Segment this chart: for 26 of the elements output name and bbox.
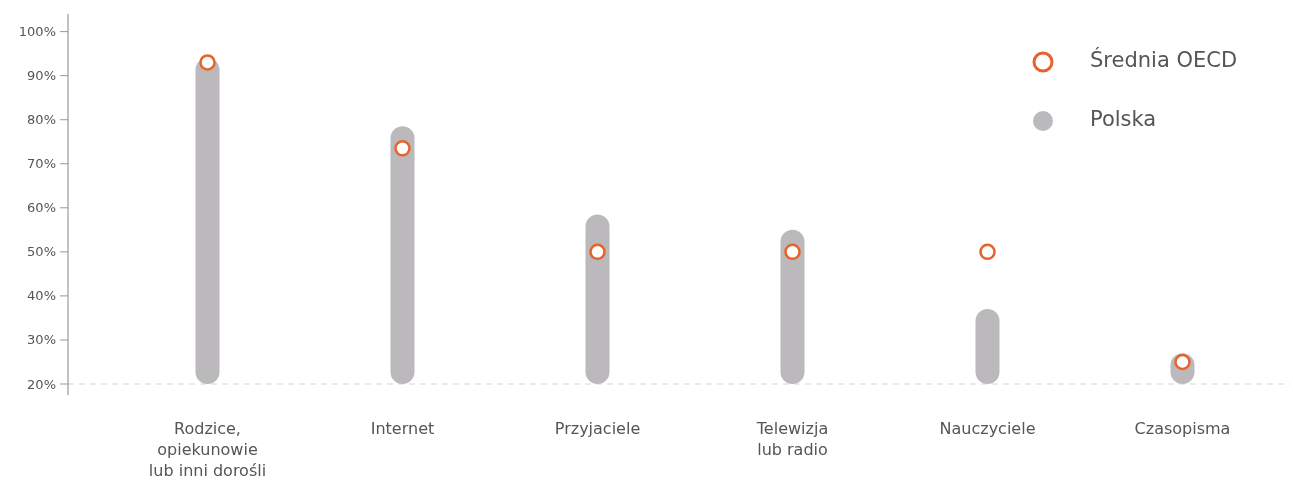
- bar: [390, 126, 415, 384]
- y-tick-label: 20%: [27, 376, 56, 392]
- legend-label: Polska: [1090, 107, 1157, 132]
- bar: [585, 214, 610, 384]
- point: [394, 140, 411, 157]
- point: [979, 243, 996, 261]
- legend-label: Średnia OECD: [1090, 47, 1238, 73]
- y-tick-label: 50%: [27, 244, 56, 260]
- point: [784, 243, 801, 261]
- x-tick-label: Telewizja lub radio: [755, 419, 829, 459]
- x-tick-label: Nauczyciele: [939, 419, 1036, 438]
- x-tick-label: Internet: [370, 419, 435, 438]
- y-tick-label: 100%: [18, 24, 56, 40]
- bar: [975, 309, 1000, 384]
- x-tick-label: Czasopisma: [1134, 419, 1231, 438]
- y-tick-label: 90%: [27, 68, 56, 84]
- bar: [780, 229, 805, 384]
- point: [589, 243, 606, 261]
- x-tick-label: Przyjaciele: [554, 419, 641, 438]
- x-tick-label: Rodzice, opiekunowie lub inni dorośli: [148, 419, 267, 480]
- y-tick-label: 40%: [27, 288, 56, 304]
- y-tick-label: 80%: [27, 112, 56, 128]
- y-tick-label: 30%: [27, 332, 56, 348]
- y-tick-label: 70%: [27, 156, 56, 172]
- y-tick-label: 60%: [27, 200, 56, 216]
- point: [199, 54, 216, 71]
